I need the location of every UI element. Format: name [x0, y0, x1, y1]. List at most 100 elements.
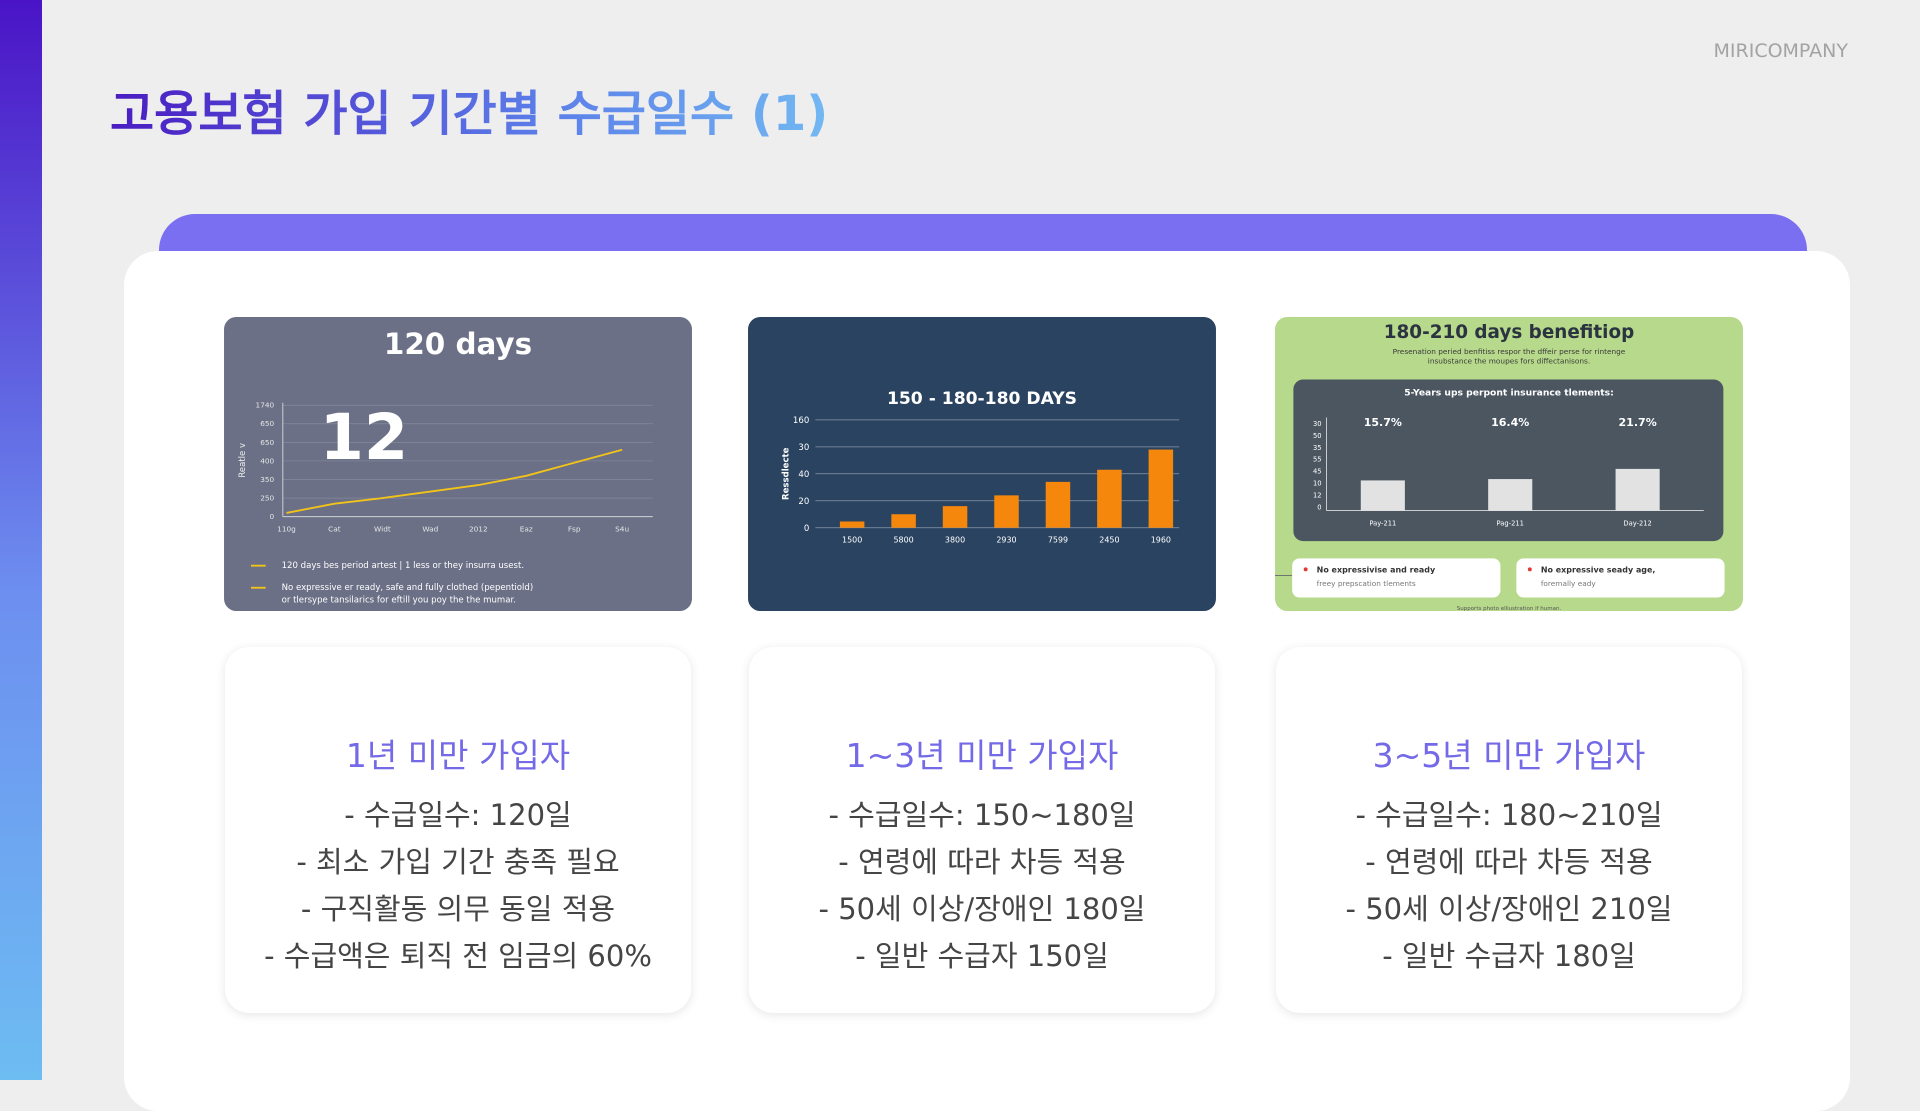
- chart-image: 180-210 days benefitiop Presenation perie…: [1275, 317, 1743, 611]
- info-card: 1~3년 미만 가입자 - 수급일수: 150~180일 - 연령에 따라 차등 적…: [749, 647, 1215, 1013]
- y-axis-label: 0: [1317, 503, 1321, 511]
- card-line: - 최소 가입 기간 충족 필요: [296, 845, 620, 879]
- note-box: [1516, 558, 1725, 598]
- chart-image: 120 days 12 0 250 350 400 650 650 1740 Reatle v 11…: [224, 317, 692, 611]
- x-tick-label: Cat: [328, 524, 341, 533]
- line-series: [286, 448, 623, 514]
- x-tick-label: Fsp: [568, 524, 581, 533]
- image-subtitle: insubstance the moupes fors diffectaniso…: [1428, 357, 1590, 366]
- panel-title: 5-Years ups perpont insurance tlements:: [1404, 387, 1614, 398]
- bar: [994, 495, 1019, 528]
- y-axis-label: Ressdlecte: [781, 447, 791, 500]
- card-line: - 연령에 따라 차등 적용: [1365, 845, 1653, 879]
- y-tick-label: 0: [270, 512, 275, 521]
- card-line: - 연령에 따라 차등 적용: [838, 845, 1126, 879]
- image-background: [224, 317, 692, 611]
- y-axis-label: Reatle v: [238, 443, 248, 478]
- x-tick-label: S4u: [615, 524, 629, 533]
- brand: MIRICOMPANY: [1713, 40, 1848, 62]
- legend-text: 120 days bes period artest | 1 less or t…: [282, 561, 524, 571]
- note-text: freey prepscation tlements: [1317, 579, 1416, 588]
- y-axis-label: 35: [1313, 444, 1322, 452]
- x-tick-label: 1500: [842, 535, 862, 544]
- x-tick-label: 2012: [469, 524, 488, 533]
- card-line: - 일반 수급자 180일: [1382, 939, 1636, 973]
- y-axis-label: 30: [1313, 420, 1322, 428]
- x-tick-label: 5800: [893, 535, 913, 544]
- y-tick-label: 1740: [256, 401, 275, 410]
- x-tick-label: Day-212: [1623, 519, 1651, 527]
- image-footer: Supports photo elliustration if human.: [1457, 606, 1562, 611]
- x-tick-label: 110g: [277, 524, 296, 533]
- inner-panel: [1293, 379, 1724, 542]
- y-tick-label: 350: [260, 475, 274, 484]
- bar: [1488, 479, 1533, 511]
- x-tick-label: 3800: [945, 535, 965, 544]
- image-title: 150 - 180-180 DAYS: [887, 389, 1077, 409]
- card-heading: 3~5년 미만 가입자: [1372, 736, 1646, 775]
- card-line: - 일반 수급자 150일: [855, 939, 1109, 973]
- y-tick-label: 0: [804, 524, 809, 534]
- y-tick-label: 400: [260, 456, 274, 465]
- chart-image: 150 - 180-180 DAYS 0 20 40 30 160 Ressdlecte 15…: [748, 317, 1216, 611]
- x-tick-label: Eaz: [520, 524, 533, 533]
- image-title: 120 days: [384, 327, 532, 361]
- x-tick-label: 7599: [1048, 535, 1068, 544]
- image-background: [748, 317, 1216, 611]
- y-axis-label: 55: [1313, 456, 1322, 464]
- x-tick-label: Pag-211: [1497, 519, 1524, 527]
- sidebar: [0, 0, 42, 1080]
- note-title: No expressivise and ready: [1317, 565, 1436, 574]
- x-tick-label: 2930: [996, 535, 1016, 544]
- bar: [839, 521, 865, 528]
- value-label: 16.4%: [1491, 416, 1529, 429]
- y-tick-label: 250: [260, 494, 274, 503]
- note-box: [1292, 558, 1501, 598]
- card-heading: 1~3년 미만 가입자: [845, 736, 1119, 775]
- bar: [942, 506, 968, 528]
- card-line: - 50세 이상/장애인 210일: [1345, 892, 1673, 926]
- y-axis-label: 45: [1313, 468, 1322, 476]
- annotation: 12: [320, 401, 409, 475]
- y-tick-label: 20: [798, 497, 809, 507]
- card-line: - 수급일수: 180~210일: [1355, 798, 1663, 832]
- x-tick-label: Wad: [422, 524, 438, 533]
- note-dot: [1527, 567, 1532, 572]
- y-tick-label: 30: [798, 443, 809, 453]
- y-axis-label: 12: [1313, 491, 1322, 499]
- card-line: - 수급일수: 150~180일: [828, 798, 1136, 832]
- note-text: foremally eady: [1541, 579, 1597, 588]
- y-axis-label: 10: [1313, 480, 1322, 488]
- bar: [1615, 468, 1660, 511]
- note-dot: [1303, 567, 1308, 572]
- y-tick-label: 650: [260, 419, 274, 428]
- info-card: 3~5년 미만 가입자 - 수급일수: 180~210일 - 연령에 따라 차등 적…: [1276, 647, 1742, 1013]
- legend-text: No expressive er ready, safe and fully c…: [282, 583, 534, 593]
- x-tick-label: Widt: [374, 524, 391, 533]
- legend-text: or tlersype tansilarics for eftill you p…: [282, 595, 516, 605]
- y-tick-label: 160: [793, 416, 809, 426]
- y-axis-label: 50: [1313, 432, 1322, 440]
- bar: [1097, 469, 1122, 528]
- x-tick-label: 1960: [1151, 535, 1171, 544]
- x-tick-label: Pay-211: [1369, 519, 1396, 527]
- bar: [891, 514, 916, 528]
- info-card: 1년 미만 가입자 - 수급일수: 120일 - 최소 가입 기간 충족 필요 - 구…: [225, 647, 691, 1013]
- image-subtitle: Presenation peried benfitiss respor the …: [1393, 347, 1626, 356]
- card-heading: 1년 미만 가입자: [345, 736, 571, 775]
- card-line: - 수급일수: 120일: [344, 798, 572, 832]
- value-label: 21.7%: [1619, 416, 1657, 429]
- y-tick-label: 40: [798, 470, 809, 480]
- card-line: - 수급액은 퇴직 전 임금의 60%: [264, 939, 652, 973]
- image-title: 180-210 days benefitiop: [1384, 322, 1634, 343]
- card-line: - 구직활동 의무 동일 적용: [300, 892, 616, 926]
- bar: [1148, 449, 1174, 528]
- bar: [1360, 480, 1405, 511]
- bar: [1045, 481, 1071, 528]
- value-label: 15.7%: [1364, 416, 1402, 429]
- slide-title: 고용보험 가입 기간별 수급일수 (1): [110, 74, 828, 144]
- x-tick-label: 2450: [1099, 535, 1119, 544]
- card-line: - 50세 이상/장애인 180일: [818, 892, 1146, 926]
- y-tick-label: 650: [260, 438, 274, 447]
- slide: MIRICOMPANY 고용보험 가입 기간별 수급일수 (1) 120 day…: [0, 0, 1850, 1111]
